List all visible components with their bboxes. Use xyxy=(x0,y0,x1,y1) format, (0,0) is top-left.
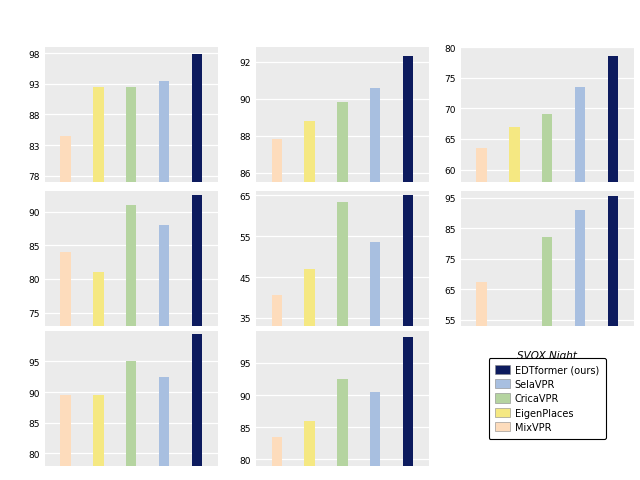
Bar xyxy=(403,337,413,480)
Bar xyxy=(126,205,136,480)
Bar xyxy=(608,57,618,480)
Bar xyxy=(337,202,348,461)
Bar xyxy=(509,127,520,480)
Text: Tokyo24/7: Tokyo24/7 xyxy=(104,206,158,216)
Text: SVOX Night: SVOX Night xyxy=(517,350,577,360)
Bar xyxy=(542,238,552,480)
Bar xyxy=(159,377,169,480)
Text: SPED: SPED xyxy=(118,350,145,360)
Bar xyxy=(370,243,380,461)
Legend: EDTformer (ours), SelaVPR, CricaVPR, EigenPlaces, MixVPR: EDTformer (ours), SelaVPR, CricaVPR, Eig… xyxy=(488,358,606,439)
Bar xyxy=(305,421,315,480)
Bar xyxy=(271,296,282,461)
Bar xyxy=(126,88,136,480)
Bar xyxy=(126,362,136,480)
Bar xyxy=(542,115,552,480)
Bar xyxy=(476,149,486,480)
Bar xyxy=(159,82,169,480)
Text: AmsterTime: AmsterTime xyxy=(311,350,374,360)
Bar xyxy=(608,197,618,480)
Bar xyxy=(370,392,380,480)
Bar xyxy=(403,196,413,461)
Bar xyxy=(305,269,315,461)
Text: MSLS-challenge: MSLS-challenge xyxy=(506,206,588,216)
Bar xyxy=(476,282,486,480)
Bar xyxy=(192,334,202,480)
Bar xyxy=(337,379,348,480)
Bar xyxy=(305,121,315,480)
Bar xyxy=(93,273,104,480)
Bar xyxy=(60,137,70,480)
Bar xyxy=(575,88,585,480)
Bar xyxy=(192,195,202,480)
Bar xyxy=(192,55,202,480)
Text: MSLS-val: MSLS-val xyxy=(319,206,366,216)
Bar xyxy=(337,103,348,480)
Bar xyxy=(271,140,282,480)
Bar xyxy=(403,57,413,480)
Bar xyxy=(370,88,380,480)
Bar xyxy=(93,88,104,480)
Bar xyxy=(60,396,70,480)
Bar xyxy=(575,210,585,480)
Bar xyxy=(60,252,70,480)
Bar xyxy=(271,437,282,480)
Bar xyxy=(93,396,104,480)
Bar xyxy=(159,226,169,480)
